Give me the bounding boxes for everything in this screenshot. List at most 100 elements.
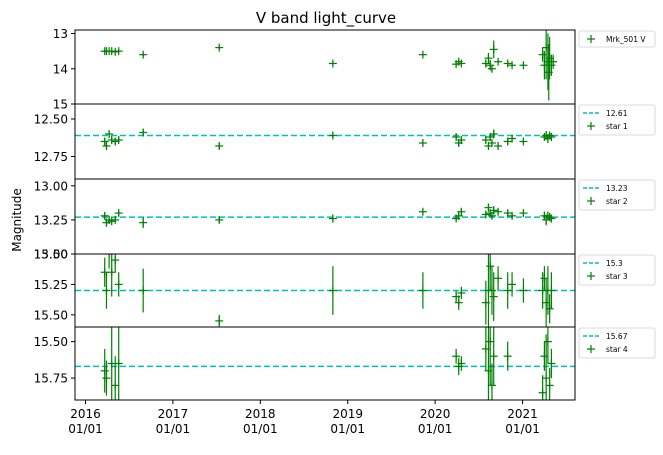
- data-point: [457, 136, 466, 144]
- data-point: [215, 142, 224, 150]
- data-point: [457, 356, 466, 371]
- data-point: [487, 64, 496, 73]
- data-point: [519, 209, 528, 218]
- data-point: [519, 278, 528, 303]
- y-axis-label: Magnitude: [10, 188, 24, 252]
- data-point: [494, 142, 503, 150]
- data-point: [489, 206, 498, 215]
- data-point: [489, 272, 498, 321]
- y-tick-label: 12.50: [34, 113, 68, 127]
- data-point: [489, 129, 498, 139]
- legend-2: 12.61 star 1: [578, 104, 656, 136]
- data-point: [328, 214, 337, 223]
- data-point: [543, 327, 552, 364]
- data-point: [418, 272, 427, 309]
- data-point: [452, 348, 461, 364]
- data-point: [139, 217, 148, 229]
- data-point: [457, 59, 466, 68]
- y-tick-label: 13.50: [34, 248, 68, 262]
- data-point: [484, 203, 493, 212]
- data-point: [547, 348, 556, 379]
- data-point: [545, 294, 554, 324]
- data-point: [494, 207, 503, 216]
- data-point: [540, 341, 549, 371]
- data-point: [486, 254, 495, 291]
- data-point: [328, 131, 337, 140]
- y-tick-label: 13.25: [34, 213, 68, 227]
- x-tick-label-day: 01/01: [418, 422, 453, 436]
- data-point: [107, 254, 116, 297]
- data-point: [494, 57, 503, 66]
- legend-label: 13.23: [606, 184, 628, 193]
- data-point: [139, 128, 148, 137]
- y-tick-label: 15.00: [34, 248, 68, 262]
- data-points-3: [100, 203, 556, 229]
- data-point: [487, 266, 496, 315]
- data-point: [508, 61, 517, 70]
- data-point: [100, 257, 109, 287]
- legend-5: 15.67 star 4: [578, 327, 656, 359]
- data-point: [215, 314, 224, 327]
- data-point: [489, 40, 498, 59]
- data-point: [547, 214, 556, 223]
- legend-label: star 2: [606, 197, 628, 206]
- data-point: [503, 209, 512, 218]
- data-points-2: [100, 128, 556, 150]
- data-point: [452, 133, 461, 141]
- data-point: [111, 254, 120, 273]
- y-tick-label: 14: [53, 62, 68, 76]
- data-point: [100, 211, 109, 220]
- data-point: [454, 295, 463, 310]
- data-point: [519, 137, 528, 146]
- data-point: [508, 134, 517, 143]
- panel-3: 13.00 13.25 13.50: [34, 178, 576, 262]
- legend-label: star 4: [606, 345, 628, 354]
- data-point: [328, 59, 337, 68]
- data-point: [547, 54, 556, 76]
- panel-4: 15.00 15.25 15.50: [34, 248, 576, 328]
- data-point: [547, 133, 556, 141]
- panel-frame-5: [74, 326, 576, 401]
- x-tick-label-year: 2021: [507, 407, 538, 421]
- data-point: [114, 327, 123, 400]
- data-point: [111, 215, 120, 224]
- data-point: [457, 207, 466, 216]
- y-tick-label: 15.25: [34, 278, 68, 292]
- panel-frame-2: [74, 103, 576, 180]
- x-tick-label-day: 01/01: [243, 422, 278, 436]
- x-tick-label-year: 2018: [245, 407, 276, 421]
- data-point: [139, 268, 148, 313]
- legend-label: star 3: [606, 272, 628, 281]
- data-point: [107, 327, 116, 400]
- data-point: [538, 47, 547, 62]
- legend-4: 15.3 star 3: [578, 254, 656, 286]
- data-point: [542, 278, 551, 327]
- data-point: [549, 54, 558, 69]
- data-point: [486, 327, 495, 386]
- data-point: [102, 360, 111, 396]
- data-point: [545, 213, 554, 222]
- data-point: [328, 266, 337, 315]
- data-point: [481, 210, 490, 219]
- data-point: [100, 348, 109, 393]
- data-point: [547, 272, 556, 309]
- data-point: [487, 211, 496, 220]
- data-point: [100, 137, 109, 146]
- data-point: [114, 209, 123, 218]
- data-point: [487, 139, 496, 147]
- data-point: [139, 50, 148, 59]
- data-point: [111, 47, 120, 56]
- data-point: [111, 137, 120, 146]
- legend-label: Mrk_501 V: [606, 35, 646, 44]
- panel-frame-1: [74, 29, 576, 105]
- data-point: [545, 37, 554, 80]
- data-point: [418, 207, 427, 216]
- data-point: [540, 133, 549, 141]
- x-axis: 201601/01201701/01201801/01201901/012020…: [68, 400, 540, 436]
- data-point: [542, 334, 551, 400]
- legends: Mrk_501 V 12.61 star 1 13.23 star 2 15.3 star …: [578, 30, 656, 359]
- data-point: [111, 356, 120, 400]
- panel-1: 13 14 15: [53, 27, 576, 112]
